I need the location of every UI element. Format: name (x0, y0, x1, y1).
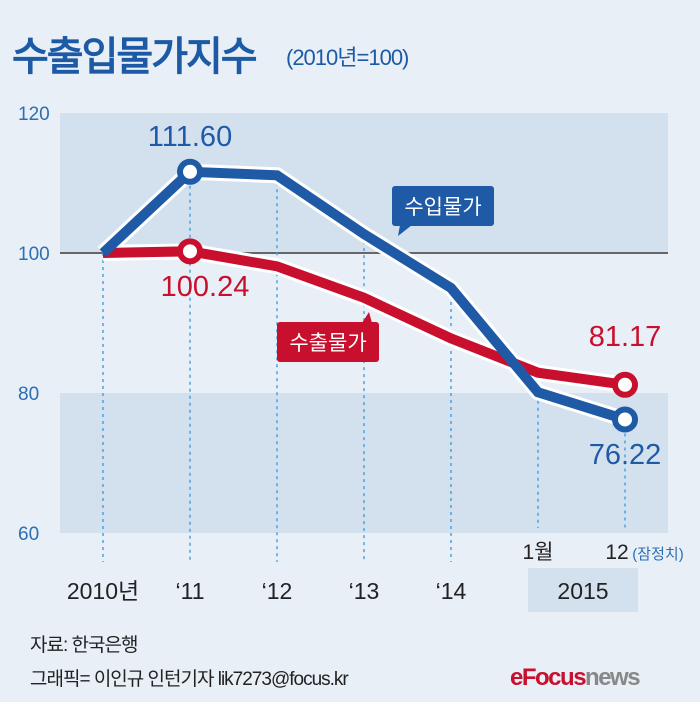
legend-callout-import (392, 186, 494, 226)
chart-subtitle: (2010년=100) (286, 45, 409, 70)
data-point-marker (612, 371, 638, 398)
focusnews-logo: eFocusnews (510, 664, 641, 691)
data-point-marker (177, 238, 203, 265)
y-tick-label: 60 (18, 524, 39, 545)
x-tick-label: ‘14 (436, 578, 467, 604)
x-tick-note: (잠정치) (632, 546, 683, 563)
callout-tail (398, 225, 412, 236)
data-label: 81.17 (589, 321, 662, 353)
group-box-2015 (528, 568, 638, 612)
band-60-80 (60, 393, 668, 533)
x-tick-label: 2010년 (67, 578, 139, 604)
x-tick-label: ‘11 (176, 578, 205, 604)
source-note: 자료: 한국은행 (30, 635, 138, 656)
data-point-marker (177, 158, 203, 185)
callout-tail (362, 312, 372, 323)
group-label: 2015 (557, 578, 608, 604)
y-tick-label: 120 (18, 104, 50, 125)
x-tick-label: 12 (605, 541, 628, 564)
x-tick-label: 1월 (523, 541, 554, 564)
legend-label-import: 수입물가 (404, 196, 481, 219)
y-tick-label: 80 (18, 384, 39, 405)
x-tick-label: ‘12 (262, 578, 293, 604)
data-point-marker (612, 406, 638, 433)
legend-callout-export (277, 322, 379, 362)
y-tick-label: 100 (18, 244, 50, 265)
data-label: 76.22 (589, 439, 662, 471)
e-logo-icon: e (510, 664, 523, 691)
credit-note: 그래픽= 이인규 인턴기자 lik7273@focus.kr (30, 669, 349, 690)
chart-title: 수출입물가지수 (12, 35, 258, 79)
legend-label-export: 수출물가 (289, 332, 366, 355)
x-tick-label: ‘13 (349, 578, 380, 604)
data-label: 111.60 (148, 121, 232, 153)
data-label: 100.24 (161, 271, 250, 303)
